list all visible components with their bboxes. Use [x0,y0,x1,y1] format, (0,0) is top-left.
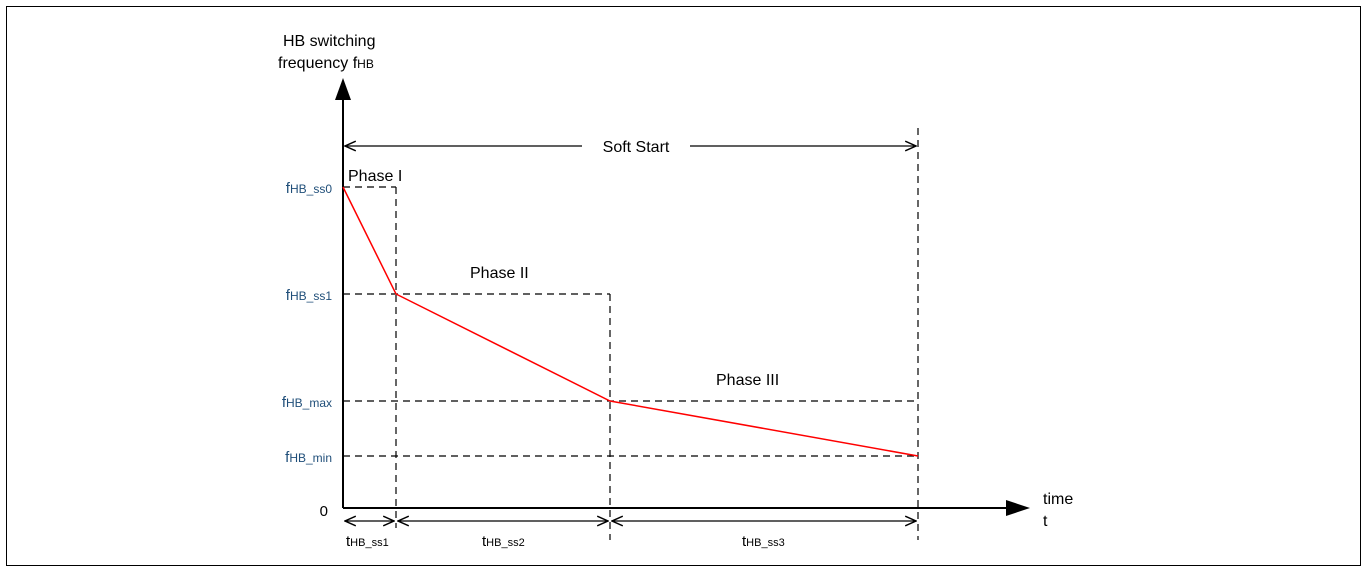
phase-1-label: Phase I [348,168,402,185]
x-axis-label-line1: time [1043,491,1073,508]
diagram-frame [6,6,1361,566]
origin-label: 0 [320,503,328,520]
y-axis-label-line1: HB switching [283,33,375,50]
phase-2-label: Phase II [470,265,529,282]
frequency-curve [342,186,919,457]
time-label-ss2: tHB_ss2 [482,533,525,550]
freq-label-max: fHB_max [282,394,332,411]
soft-start-label: Soft Start [603,139,670,156]
freq-label-min: fHB_min [285,449,332,466]
x-axis-arrow-icon [1006,500,1030,516]
time-label-ss1: tHB_ss1 [346,533,389,550]
y-axis-arrow-icon [335,78,351,100]
y-axis-label-line2: frequency fHB [278,55,374,72]
time-label-ss3: tHB_ss3 [742,533,785,550]
freq-label-ss1: fHB_ss1 [286,287,333,304]
x-axis-label-line2: t [1043,513,1048,530]
guide-lines [343,128,919,540]
freq-label-ss0: fHB_ss0 [286,180,333,197]
phase-3-label: Phase III [716,372,779,389]
